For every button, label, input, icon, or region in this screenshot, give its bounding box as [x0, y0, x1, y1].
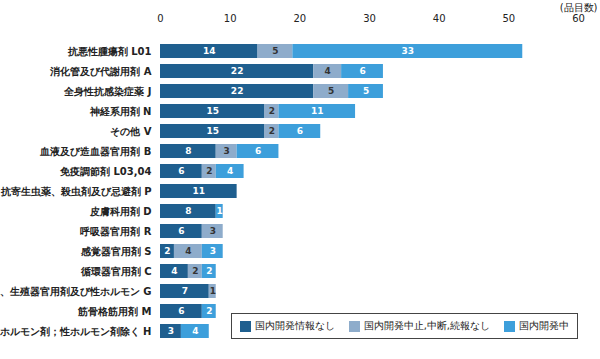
svg-text:5: 5 [272, 46, 278, 56]
svg-text:1: 1 [217, 206, 223, 216]
svg-text:20: 20 [293, 13, 306, 24]
svg-text:1: 1 [210, 286, 216, 296]
svg-text:抗寄生虫薬、殺虫剤及び忌避剤 P: 抗寄生虫薬、殺虫剤及び忌避剤 P [0, 186, 152, 197]
svg-text:6: 6 [297, 126, 303, 136]
svg-text:筋骨格筋用剤 M: 筋骨格筋用剤 M [77, 306, 151, 317]
svg-text:15: 15 [206, 106, 219, 116]
svg-text:循環器官用剤 C: 循環器官用剤 C [80, 266, 152, 277]
svg-text:8: 8 [185, 146, 191, 156]
svg-text:50: 50 [502, 13, 515, 24]
svg-text:4: 4 [192, 326, 198, 336]
svg-text:2: 2 [206, 306, 212, 316]
svg-text:4: 4 [171, 266, 177, 276]
svg-text:11: 11 [311, 106, 324, 116]
svg-text:22: 22 [231, 86, 244, 96]
svg-text:全身性ホルモン剤；性ホルモン剤除く H: 全身性ホルモン剤；性ホルモン剤除く H [0, 326, 152, 338]
svg-text:抗悪性腫瘍剤 L01: 抗悪性腫瘍剤 L01 [67, 46, 152, 57]
svg-text:消化管及び代謝用剤 A: 消化管及び代謝用剤 A [49, 66, 151, 77]
svg-text:免疫調節剤 L03,04: 免疫調節剤 L03,04 [59, 166, 152, 177]
svg-text:5: 5 [363, 86, 369, 96]
svg-text:8: 8 [185, 206, 191, 216]
svg-text:6: 6 [178, 166, 184, 176]
svg-text:2: 2 [164, 246, 170, 256]
svg-text:3: 3 [210, 246, 216, 256]
svg-text:33: 33 [402, 46, 415, 56]
svg-text:血液及び造血器官用剤 B: 血液及び造血器官用剤 B [39, 146, 151, 157]
svg-text:40: 40 [433, 13, 446, 24]
svg-text:11: 11 [193, 186, 206, 196]
svg-text:14: 14 [203, 46, 216, 56]
svg-text:感覚器官用剤 S: 感覚器官用剤 S [80, 246, 152, 257]
svg-text:6: 6 [255, 146, 261, 156]
svg-text:22: 22 [231, 66, 244, 76]
svg-text:全身性抗感染症薬 J: 全身性抗感染症薬 J [63, 86, 151, 97]
svg-text:2: 2 [269, 106, 275, 116]
svg-text:2: 2 [192, 266, 198, 276]
svg-text:2: 2 [206, 266, 212, 276]
svg-text:2: 2 [206, 166, 212, 176]
html-text:国内開発中: 国内開発中 [519, 320, 569, 331]
svg-text:呼吸器官用剤 R: 呼吸器官用剤 R [80, 226, 151, 237]
html-text:国内開発中止,中断,続報なし: 国内開発中止,中断,続報なし [363, 320, 490, 331]
svg-text:60: 60 [572, 13, 585, 24]
svg-text:6: 6 [178, 306, 184, 316]
html-text:国内開発情報なし: 国内開発情報なし [254, 320, 335, 331]
svg-text:6: 6 [359, 66, 365, 76]
svg-text:4: 4 [325, 66, 331, 76]
svg-text:皮膚科用剤 D: 皮膚科用剤 D [89, 206, 152, 217]
svg-text:7: 7 [182, 286, 188, 296]
svg-text:その他 V: その他 V [110, 126, 151, 137]
svg-text:6: 6 [178, 226, 184, 236]
svg-text:泌尿、生殖器官用剤及び性ホルモン G: 泌尿、生殖器官用剤及び性ホルモン G [0, 286, 152, 297]
svg-text:4: 4 [227, 166, 233, 176]
svg-text:0: 0 [157, 13, 163, 24]
svg-text:5: 5 [328, 86, 334, 96]
svg-text:(品目数): (品目数) [560, 2, 598, 13]
svg-text:3: 3 [168, 326, 174, 336]
svg-text:3: 3 [210, 226, 216, 236]
svg-text:神経系用剤 N: 神経系用剤 N [89, 106, 152, 117]
svg-text:4: 4 [185, 246, 191, 256]
svg-text:10: 10 [224, 13, 237, 24]
svg-text:30: 30 [363, 13, 376, 24]
svg-text:15: 15 [206, 126, 219, 136]
svg-text:3: 3 [224, 146, 230, 156]
svg-text:2: 2 [269, 126, 275, 136]
